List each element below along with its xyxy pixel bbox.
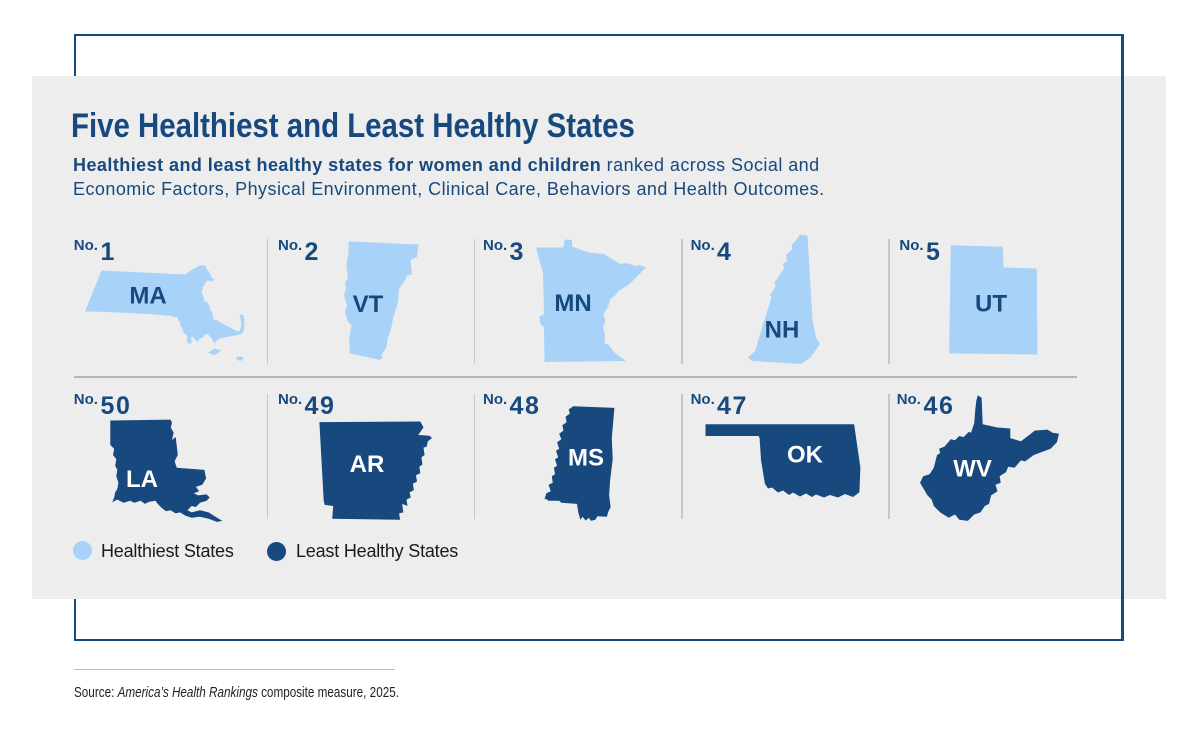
svg-text:MS: MS: [568, 445, 604, 472]
svg-text:AR: AR: [350, 451, 385, 478]
svg-text:LA: LA: [126, 466, 158, 493]
svg-text:MN: MN: [554, 290, 591, 317]
svg-text:WV: WV: [953, 456, 992, 483]
svg-text:MA: MA: [129, 283, 166, 310]
svg-text:VT: VT: [353, 291, 384, 318]
svg-text:UT: UT: [975, 291, 1007, 318]
svg-text:NH: NH: [765, 317, 800, 344]
svg-text:OK: OK: [787, 442, 824, 469]
